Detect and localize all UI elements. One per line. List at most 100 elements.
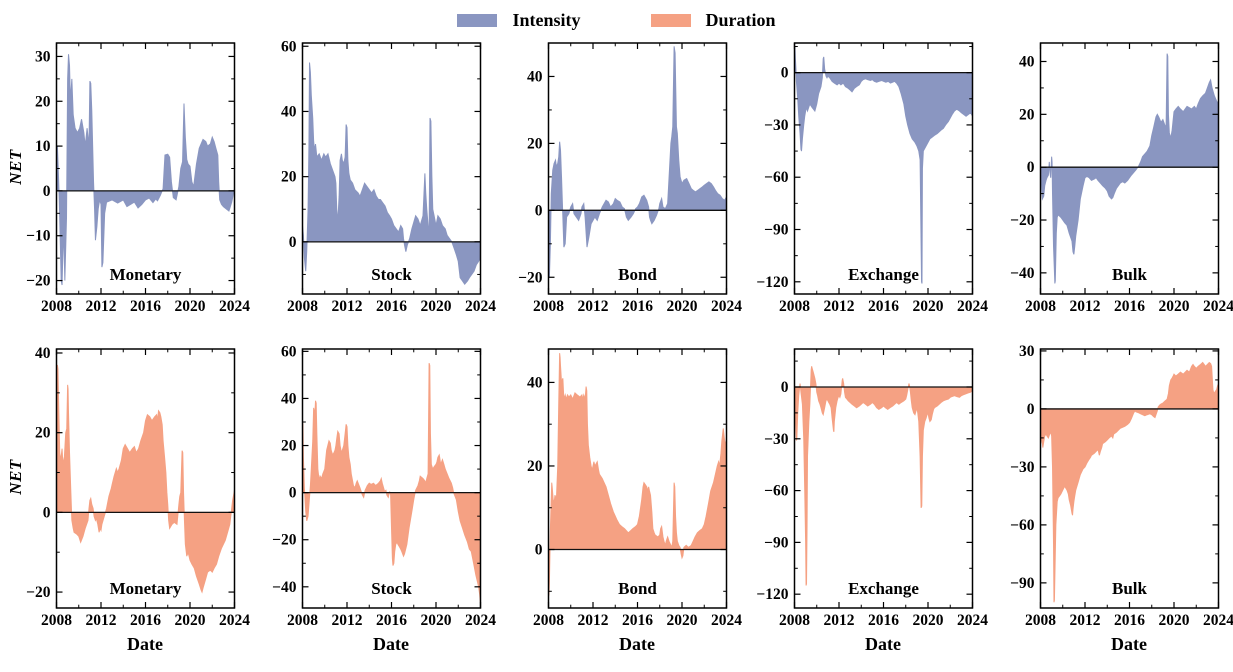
area-series bbox=[56, 54, 235, 286]
x-tick-label: 2012 bbox=[86, 612, 117, 629]
chart-grid: NET 2008 2012 2016 2020 2024 −20 −10 0 10 20 30 Mon… bbox=[0, 38, 1233, 655]
chart-panel-exchange-intensity: 2008 2012 2016 2020 2024 0 −30 −60 −90 −120 Exchan… bbox=[738, 39, 988, 317]
area-series bbox=[794, 46, 973, 284]
x-tick-label: 2020 bbox=[421, 298, 452, 315]
x-tick-label: 2016 bbox=[1114, 298, 1145, 315]
area-chart-stock-duration: 2008 2012 2016 2020 2024 −40 −20 0 20 40 60 Stock bbox=[272, 343, 496, 629]
x-tick-label: 2024 bbox=[219, 612, 250, 629]
x-tick-label: 2024 bbox=[711, 612, 742, 629]
x-tick-label: 2020 bbox=[913, 298, 944, 315]
chart-row-intensity: NET 2008 2012 2016 2020 2024 −20 −10 0 10 20 30 Mon… bbox=[0, 38, 1233, 317]
x-tick-label: 2012 bbox=[578, 612, 609, 629]
x-tick-label: 2012 bbox=[332, 612, 363, 629]
legend-label-intensity: Intensity bbox=[512, 9, 581, 30]
x-tick-label: 2008 bbox=[533, 612, 564, 629]
x-tick-label: 2008 bbox=[41, 612, 72, 629]
area-chart-exchange-duration: 2008 2012 2016 2020 2024 0 −30 −60 −90 −120 Exchan… bbox=[756, 348, 988, 629]
x-tick-label: 2020 bbox=[1159, 298, 1190, 315]
panel-title: Stock bbox=[371, 265, 412, 284]
x-tick-label: 2008 bbox=[1025, 612, 1056, 629]
y-tick-label: −30 bbox=[1010, 459, 1035, 476]
chart-panel-stock-intensity: 2008 2012 2016 2020 2024 0 20 40 60 Stock bbox=[246, 38, 496, 317]
y-tick-label: −40 bbox=[272, 579, 297, 596]
panel-title: Bulk bbox=[1112, 265, 1148, 284]
x-tick-label: 2016 bbox=[868, 298, 899, 315]
y-tick-label: 20 bbox=[35, 425, 51, 442]
chart-panel-bulk-intensity: 2008 2012 2016 2020 2024 −40 −20 0 20 40 Bulk bbox=[984, 39, 1233, 317]
x-axis-title: Date bbox=[1111, 634, 1147, 654]
panel-title: Exchange bbox=[848, 579, 919, 598]
y-tick-label: −60 bbox=[764, 483, 789, 500]
y-tick-label: 40 bbox=[281, 103, 297, 120]
area-series bbox=[56, 364, 235, 594]
legend-item-intensity: Intensity bbox=[457, 9, 581, 31]
x-tick-label: 2012 bbox=[332, 298, 363, 315]
y-tick-label: 20 bbox=[1019, 106, 1035, 123]
panels-duration: 2008 2012 2016 2020 2024 −20 0 20 40 Monetary Date… bbox=[0, 343, 1233, 655]
x-tick-label: 2016 bbox=[130, 298, 161, 315]
x-tick-label: 2024 bbox=[1203, 298, 1233, 315]
y-tick-label: 0 bbox=[535, 202, 543, 219]
y-tick-label: 30 bbox=[1019, 343, 1035, 360]
y-tick-label: −20 bbox=[26, 273, 51, 290]
area-series bbox=[1040, 53, 1219, 284]
area-series bbox=[548, 353, 727, 596]
x-axis-title: Date bbox=[865, 634, 901, 654]
y-tick-label: 40 bbox=[281, 390, 297, 407]
y-tick-label: 0 bbox=[43, 183, 51, 200]
y-tick-label: 0 bbox=[1027, 401, 1035, 418]
chart-panel-exchange-duration: 2008 2012 2016 2020 2024 0 −30 −60 −90 −120 Exchan… bbox=[738, 345, 988, 655]
x-tick-label: 2008 bbox=[533, 298, 564, 315]
x-tick-label: 2012 bbox=[1070, 612, 1101, 629]
panel-title: Monetary bbox=[110, 579, 182, 598]
x-tick-label: 2008 bbox=[41, 298, 72, 315]
area-chart-bond-intensity: 2008 2012 2016 2020 2024 −20 0 20 40 Bond bbox=[518, 42, 742, 315]
x-axis-title: Date bbox=[619, 634, 655, 654]
x-tick-label: 2024 bbox=[465, 298, 496, 315]
area-series bbox=[302, 62, 481, 286]
y-tick-label: 40 bbox=[527, 68, 543, 85]
y-tick-label: 10 bbox=[35, 138, 51, 155]
y-tick-label: −20 bbox=[518, 269, 543, 286]
legend-label-duration: Duration bbox=[705, 9, 776, 30]
chart-row-duration: NET 2008 2012 2016 2020 2024 −20 0 20 40 Monetary… bbox=[0, 343, 1233, 655]
area-chart-exchange-intensity: 2008 2012 2016 2020 2024 0 −30 −60 −90 −120 Exchan… bbox=[756, 42, 988, 315]
y-tick-label: −120 bbox=[756, 586, 788, 603]
x-axis-title: Date bbox=[127, 634, 163, 654]
area-series bbox=[302, 362, 481, 604]
y-tick-label: 20 bbox=[281, 438, 297, 455]
y-tick-label: 40 bbox=[35, 345, 51, 362]
y-tick-label: −20 bbox=[272, 532, 297, 549]
x-tick-label: 2012 bbox=[578, 298, 609, 315]
area-series bbox=[1040, 361, 1219, 603]
legend-item-duration: Duration bbox=[650, 9, 776, 31]
legend: Intensity Duration bbox=[0, 0, 1233, 33]
x-tick-label: 2008 bbox=[287, 612, 318, 629]
chart-panel-monetary-duration: 2008 2012 2016 2020 2024 −20 0 20 40 Monetary Date bbox=[0, 345, 250, 655]
panel-title: Bond bbox=[618, 579, 657, 598]
x-tick-label: 2008 bbox=[287, 298, 318, 315]
area-chart-bulk-duration: 2008 2012 2016 2020 2024 30 0 −30 −60 −90 Bulk bbox=[1010, 343, 1233, 629]
intensity-swatch bbox=[457, 13, 498, 27]
chart-panel-stock-duration: 2008 2012 2016 2020 2024 −40 −20 0 20 40 60 Stock Da… bbox=[246, 343, 496, 655]
y-tick-label: −90 bbox=[1010, 575, 1035, 592]
y-tick-label: −20 bbox=[26, 584, 51, 601]
x-tick-label: 2020 bbox=[667, 612, 698, 629]
y-tick-label: 0 bbox=[43, 504, 51, 521]
x-tick-label: 2020 bbox=[175, 298, 206, 315]
x-tick-label: 2024 bbox=[957, 612, 988, 629]
x-tick-label: 2016 bbox=[1114, 612, 1145, 629]
y-tick-label: 60 bbox=[281, 343, 297, 360]
x-tick-label: 2012 bbox=[824, 612, 855, 629]
area-chart-bulk-intensity: 2008 2012 2016 2020 2024 −40 −20 0 20 40 Bulk bbox=[1010, 42, 1233, 315]
panel-title: Bond bbox=[618, 265, 657, 284]
y-tick-label: 0 bbox=[1027, 159, 1035, 176]
y-tick-label: 20 bbox=[527, 135, 543, 152]
area-chart-bond-duration: 2008 2012 2016 2020 2024 0 20 40 Bond bbox=[527, 348, 742, 629]
x-tick-label: 2008 bbox=[779, 298, 810, 315]
x-tick-label: 2012 bbox=[86, 298, 117, 315]
x-tick-label: 2020 bbox=[667, 298, 698, 315]
x-tick-label: 2008 bbox=[1025, 298, 1056, 315]
x-tick-label: 2008 bbox=[779, 612, 810, 629]
x-tick-label: 2024 bbox=[465, 612, 496, 629]
